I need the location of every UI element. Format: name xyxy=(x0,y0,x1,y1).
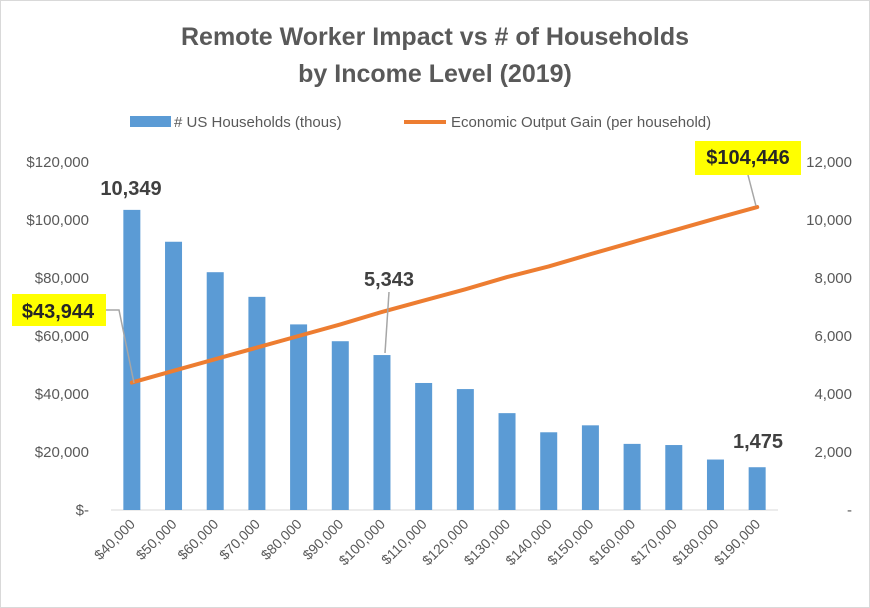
x-tick-label: $70,000 xyxy=(216,516,263,563)
right-tick-label: 6,000 xyxy=(814,328,852,345)
legend: # US Households (thous) Economic Output … xyxy=(130,114,711,131)
right-tick-label: 2,000 xyxy=(814,444,852,461)
chart-title-line-2: by Income Level (2019) xyxy=(298,60,572,88)
left-tick-label: $120,000 xyxy=(26,154,89,171)
right-axis-ticks: - 2,000 4,000 6,000 8,000 10,000 12,000 xyxy=(806,154,852,519)
annotation-leader-line xyxy=(747,174,757,207)
x-axis-ticks: $40,000$50,000$60,000$70,000$80,000$90,0… xyxy=(91,516,764,569)
left-tick-label: $100,000 xyxy=(26,212,89,229)
bar-household-count xyxy=(540,432,558,510)
x-tick-label: $40,000 xyxy=(91,516,138,563)
left-tick-label: $40,000 xyxy=(35,386,89,403)
annotation-label: 1,475 xyxy=(733,431,783,453)
bar-household-count xyxy=(706,459,724,510)
right-tick-label: 12,000 xyxy=(806,154,852,171)
x-tick-label: $100,000 xyxy=(335,516,388,569)
annotation-label: $43,944 xyxy=(22,301,95,323)
bar-household-count xyxy=(498,413,516,510)
chart-title-line-1: Remote Worker Impact vs # of Households xyxy=(181,23,689,51)
annotation-highlight xyxy=(12,294,106,326)
x-tick-label: $50,000 xyxy=(133,516,180,563)
legend-swatch-households xyxy=(130,116,171,127)
bar-household-count xyxy=(665,445,683,510)
left-tick-label: $20,000 xyxy=(35,444,89,461)
annotation-label: $104,446 xyxy=(706,147,789,169)
annotation-label: 10,349 xyxy=(100,178,161,200)
bar-household-count xyxy=(581,425,599,510)
right-tick-label: - xyxy=(847,502,852,519)
annotation-leader-line xyxy=(105,309,135,384)
left-axis-ticks: $- $20,000 $40,000 $60,000 $80,000 $100,000 $1… xyxy=(26,154,89,519)
annotation-highlight xyxy=(695,141,801,175)
left-tick-label: $80,000 xyxy=(35,270,89,287)
bar-household-count xyxy=(748,467,766,510)
output-gain-line xyxy=(129,205,760,385)
bar-series xyxy=(123,209,766,510)
annotation-label: 5,343 xyxy=(364,269,414,291)
legend-label-output-gain: Economic Output Gain (per household) xyxy=(451,114,711,131)
bar-household-count xyxy=(290,324,308,510)
left-tick-label: $60,000 xyxy=(35,328,89,345)
left-tick-label: $- xyxy=(76,502,89,519)
legend-label-households: # US Households (thous) xyxy=(174,114,342,131)
bar-household-count xyxy=(123,209,141,510)
annotation-leader-line xyxy=(384,291,390,354)
right-tick-label: 8,000 xyxy=(814,270,852,287)
bar-household-count xyxy=(331,341,349,510)
right-tick-label: 4,000 xyxy=(814,386,852,403)
annotations: 10,349 5,343 1,475 $43,944 $104,446 xyxy=(12,141,801,453)
bar-household-count xyxy=(373,355,391,510)
bar-household-count xyxy=(206,272,224,510)
x-tick-label: $80,000 xyxy=(258,516,305,563)
bar-household-count xyxy=(623,443,641,510)
bar-household-count xyxy=(248,296,266,510)
bar-household-count xyxy=(165,241,183,510)
x-tick-label: $190,000 xyxy=(711,516,764,569)
x-tick-label: $60,000 xyxy=(174,516,221,563)
bar-household-count xyxy=(415,382,433,510)
bar-household-count xyxy=(456,389,474,510)
right-tick-label: 10,000 xyxy=(806,212,852,229)
